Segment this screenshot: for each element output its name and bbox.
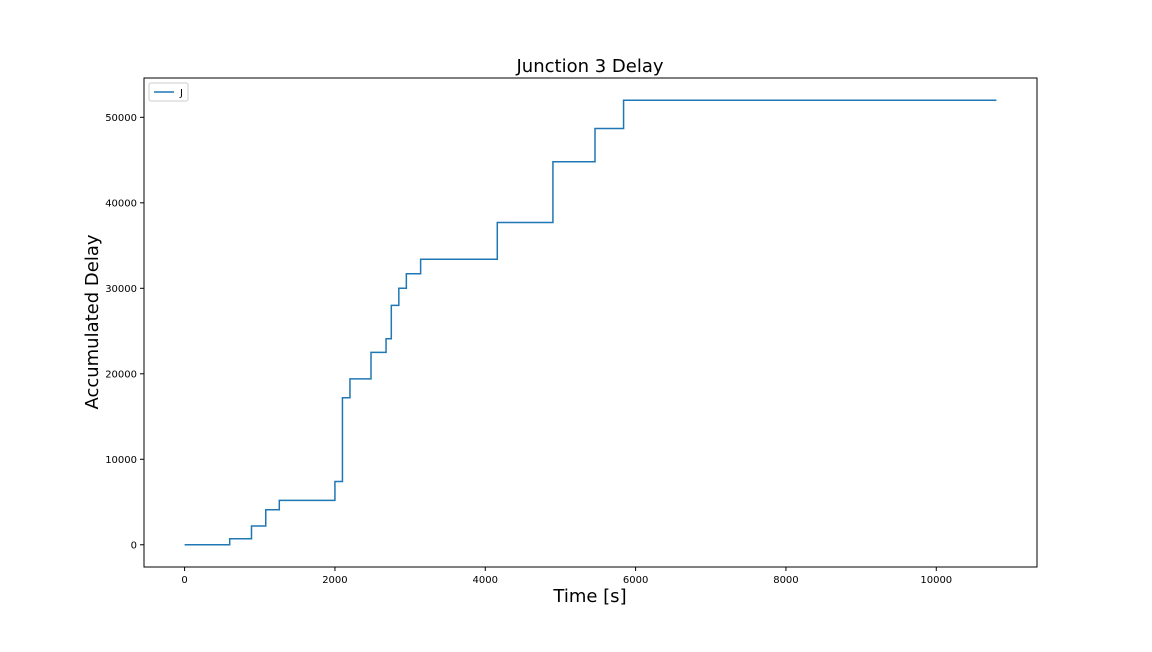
series-line-J xyxy=(185,100,997,545)
x-tick-label: 6000 xyxy=(623,575,648,586)
x-axis-label: Time [s] xyxy=(552,586,626,607)
x-tick-label: 2000 xyxy=(322,575,347,586)
x-tick-label: 8000 xyxy=(773,575,798,586)
y-tick-label: 10000 xyxy=(105,455,137,466)
y-tick-label: 0 xyxy=(131,540,137,551)
chart-title: Junction 3 Delay xyxy=(515,56,663,77)
legend: J xyxy=(149,83,188,101)
legend-label: J xyxy=(179,88,183,99)
y-tick-label: 30000 xyxy=(105,284,137,295)
y-tick-label: 20000 xyxy=(105,369,137,380)
y-axis-label: Accumulated Delay xyxy=(82,234,103,409)
y-tick-label: 50000 xyxy=(105,113,137,124)
x-tick-label: 0 xyxy=(181,575,187,586)
y-tick-label: 40000 xyxy=(105,198,137,209)
x-tick-label: 10000 xyxy=(920,575,952,586)
plot-frame xyxy=(144,78,1037,567)
plot-area: 0 2000 4000 6000 8000 10000 0 10000 20000 30000 40… xyxy=(105,78,1037,586)
x-tick-label: 4000 xyxy=(473,575,498,586)
